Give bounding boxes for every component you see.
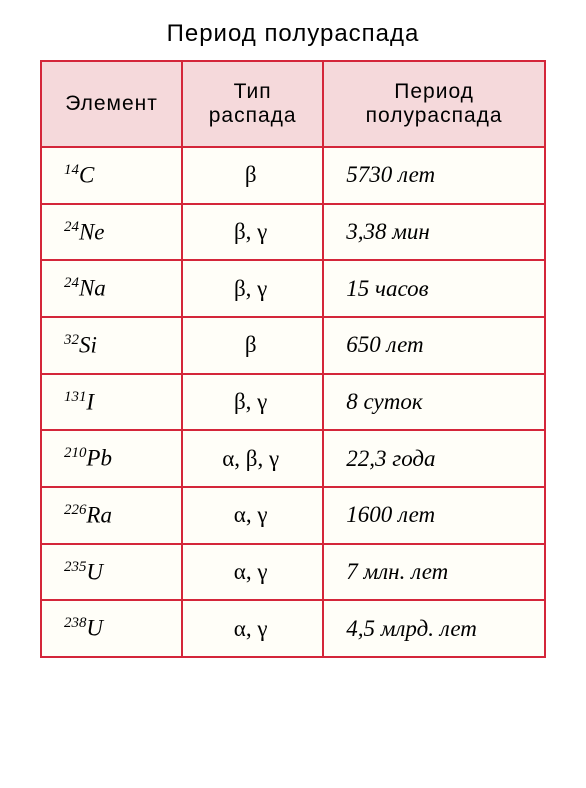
table-row: 238Uα, γ4,5 млрд. лет (41, 600, 545, 657)
element-cell: 210Pb (41, 430, 182, 487)
element-symbol: C (79, 163, 94, 188)
element-cell: 226Ra (41, 487, 182, 544)
mass-number: 210 (64, 445, 86, 461)
half-life-cell: 22,3 года (323, 430, 545, 487)
header-row: Элемент Тип распада Период полураспада (41, 61, 545, 147)
col-header-period: Период полураспада (323, 61, 545, 147)
mass-number: 24 (64, 219, 79, 235)
half-life-table: Элемент Тип распада Период полураспада 1… (40, 60, 546, 658)
table-row: 24Neβ, γ3,38 мин (41, 204, 545, 261)
mass-number: 131 (64, 389, 86, 405)
half-life-cell: 15 часов (323, 260, 545, 317)
half-life-cell: 5730 лет (323, 147, 545, 204)
table-row: 226Raα, γ1600 лет (41, 487, 545, 544)
col-header-decay: Тип распада (182, 61, 323, 147)
mass-number: 238 (64, 615, 86, 631)
decay-type-cell: β (182, 317, 323, 374)
table-row: 14Cβ5730 лет (41, 147, 545, 204)
table-row: 32Siβ650 лет (41, 317, 545, 374)
table-row: 235Uα, γ7 млн. лет (41, 544, 545, 601)
half-life-cell: 650 лет (323, 317, 545, 374)
element-symbol: I (86, 389, 94, 414)
element-cell: 24Ne (41, 204, 182, 261)
decay-type-cell: α, γ (182, 487, 323, 544)
decay-type-cell: β, γ (182, 260, 323, 317)
element-symbol: U (86, 616, 103, 641)
element-symbol: Si (79, 333, 97, 358)
mass-number: 24 (64, 275, 79, 291)
decay-type-cell: β, γ (182, 204, 323, 261)
half-life-cell: 8 суток (323, 374, 545, 431)
element-cell: 235U (41, 544, 182, 601)
element-cell: 238U (41, 600, 182, 657)
half-life-cell: 7 млн. лет (323, 544, 545, 601)
page-container: Период полураспада Элемент Тип распада П… (0, 0, 586, 678)
element-cell: 32Si (41, 317, 182, 374)
element-symbol: Ne (79, 219, 105, 244)
table-body: 14Cβ5730 лет24Neβ, γ3,38 мин24Naβ, γ15 ч… (41, 147, 545, 657)
element-cell: 24Na (41, 260, 182, 317)
decay-type-cell: α, β, γ (182, 430, 323, 487)
decay-type-cell: β (182, 147, 323, 204)
element-cell: 14C (41, 147, 182, 204)
half-life-cell: 1600 лет (323, 487, 545, 544)
col-header-element: Элемент (41, 61, 182, 147)
element-symbol: Na (79, 276, 106, 301)
decay-type-cell: β, γ (182, 374, 323, 431)
element-cell: 131I (41, 374, 182, 431)
decay-type-cell: α, γ (182, 600, 323, 657)
element-symbol: U (86, 559, 103, 584)
mass-number: 14 (64, 162, 79, 178)
table-row: 210Pbα, β, γ22,3 года (41, 430, 545, 487)
table-row: 24Naβ, γ15 часов (41, 260, 545, 317)
mass-number: 235 (64, 559, 86, 575)
table-title: Период полураспада (40, 20, 546, 48)
half-life-cell: 4,5 млрд. лет (323, 600, 545, 657)
mass-number: 32 (64, 332, 79, 348)
element-symbol: Ra (86, 503, 112, 528)
decay-type-cell: α, γ (182, 544, 323, 601)
half-life-cell: 3,38 мин (323, 204, 545, 261)
table-row: 131Iβ, γ8 суток (41, 374, 545, 431)
element-symbol: Pb (86, 446, 112, 471)
mass-number: 226 (64, 502, 86, 518)
